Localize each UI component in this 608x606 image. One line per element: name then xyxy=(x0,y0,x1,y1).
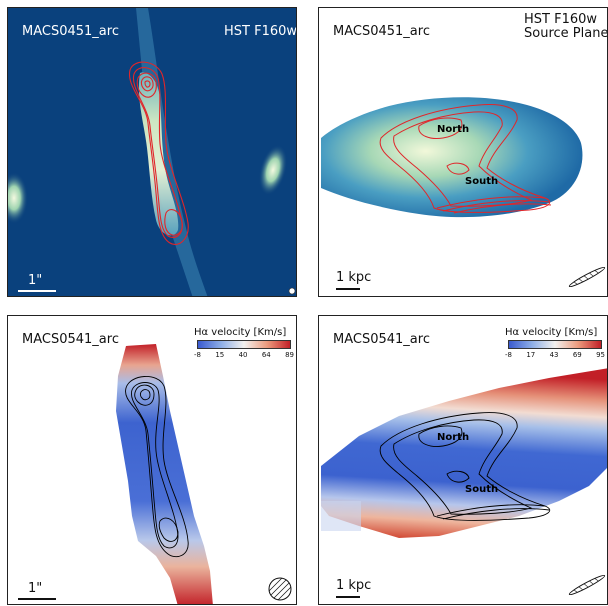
image-plane-velocity-map xyxy=(8,316,296,604)
region-label-north: North xyxy=(437,124,470,135)
velocity-contours xyxy=(125,376,189,558)
velocity-field xyxy=(116,344,213,604)
psf-beam-icon xyxy=(288,287,296,295)
scale-bar-label: 1" xyxy=(28,273,43,288)
region-label-south: South xyxy=(465,484,499,495)
image-plane-map xyxy=(8,8,296,296)
band-label: HST F160w xyxy=(224,24,297,39)
scale-bar xyxy=(18,598,56,600)
colorbar-ticks: -8 17 43 69 95 xyxy=(505,351,605,359)
psf-beam-icon xyxy=(568,574,606,596)
galaxy-left xyxy=(8,172,28,224)
psf-beam-icon xyxy=(268,577,292,601)
psf-beam-icon xyxy=(568,266,606,288)
panel-source-plane-velocity: MACS0541_arc Hα velocity [Km/s] -8 17 43… xyxy=(318,315,608,605)
object-name: MACS0541_arc xyxy=(333,332,430,347)
velocity-contours xyxy=(379,412,551,521)
band-sublabel: Source Plane xyxy=(524,26,608,41)
source-plane-velocity-map xyxy=(319,316,607,604)
colorbar-title: Hα velocity [Km/s] xyxy=(505,327,598,338)
source-plane-map xyxy=(319,8,607,296)
region-label-south: South xyxy=(465,176,499,187)
colorbar-tick: 69 xyxy=(572,351,582,359)
colorbar-tick: 40 xyxy=(238,351,248,359)
galaxy-right xyxy=(258,144,288,196)
band-label: HST F160w xyxy=(524,12,598,27)
arc-body xyxy=(138,72,179,236)
panel-image-plane-velocity: MACS0541_arc Hα velocity [Km/s] -8 15 40… xyxy=(7,315,297,605)
colorbar-tick: 95 xyxy=(596,351,605,359)
colorbar-tick: 64 xyxy=(261,351,271,359)
object-name: MACS0541_arc xyxy=(22,332,119,347)
colorbar-tick: 89 xyxy=(285,351,294,359)
colorbar-tick: 15 xyxy=(215,351,225,359)
panel-source-plane-f160w: MACS0451_arc HST F160w Source Plane Nort… xyxy=(318,7,608,297)
scale-bar xyxy=(336,596,360,598)
scale-bar xyxy=(336,288,360,290)
object-name: MACS0451_arc xyxy=(22,24,119,39)
scale-bar-label: 1" xyxy=(28,581,43,596)
velocity-field xyxy=(321,368,607,538)
velocity-colorbar xyxy=(197,340,291,349)
velocity-colorbar xyxy=(508,340,602,349)
colorbar-title: Hα velocity [Km/s] xyxy=(194,327,287,338)
colorbar-tick: -8 xyxy=(194,351,201,359)
source-contours xyxy=(379,104,552,214)
velocity-field-edge xyxy=(321,501,361,531)
colorbar-tick: 43 xyxy=(549,351,559,359)
scale-bar xyxy=(18,290,56,292)
scale-bar-label: 1 kpc xyxy=(336,578,372,593)
panel-image-plane-f160w: MACS0451_arc HST F160w 1" xyxy=(7,7,297,297)
f160w-contours xyxy=(128,61,189,245)
object-name: MACS0451_arc xyxy=(333,24,430,39)
scale-bar-label: 1 kpc xyxy=(336,270,372,285)
region-label-north: North xyxy=(437,432,470,443)
colorbar-ticks: -8 15 40 64 89 xyxy=(194,351,294,359)
colorbar-tick: 17 xyxy=(526,351,536,359)
colorbar-tick: -8 xyxy=(505,351,512,359)
